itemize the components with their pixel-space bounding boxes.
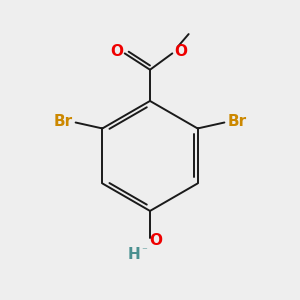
Text: H: H bbox=[127, 247, 140, 262]
Text: O: O bbox=[149, 233, 162, 248]
Text: O: O bbox=[174, 44, 187, 59]
Text: Br: Br bbox=[54, 113, 73, 128]
Text: Br: Br bbox=[227, 113, 246, 128]
Text: O: O bbox=[110, 44, 123, 59]
Text: ⁻: ⁻ bbox=[141, 246, 147, 256]
